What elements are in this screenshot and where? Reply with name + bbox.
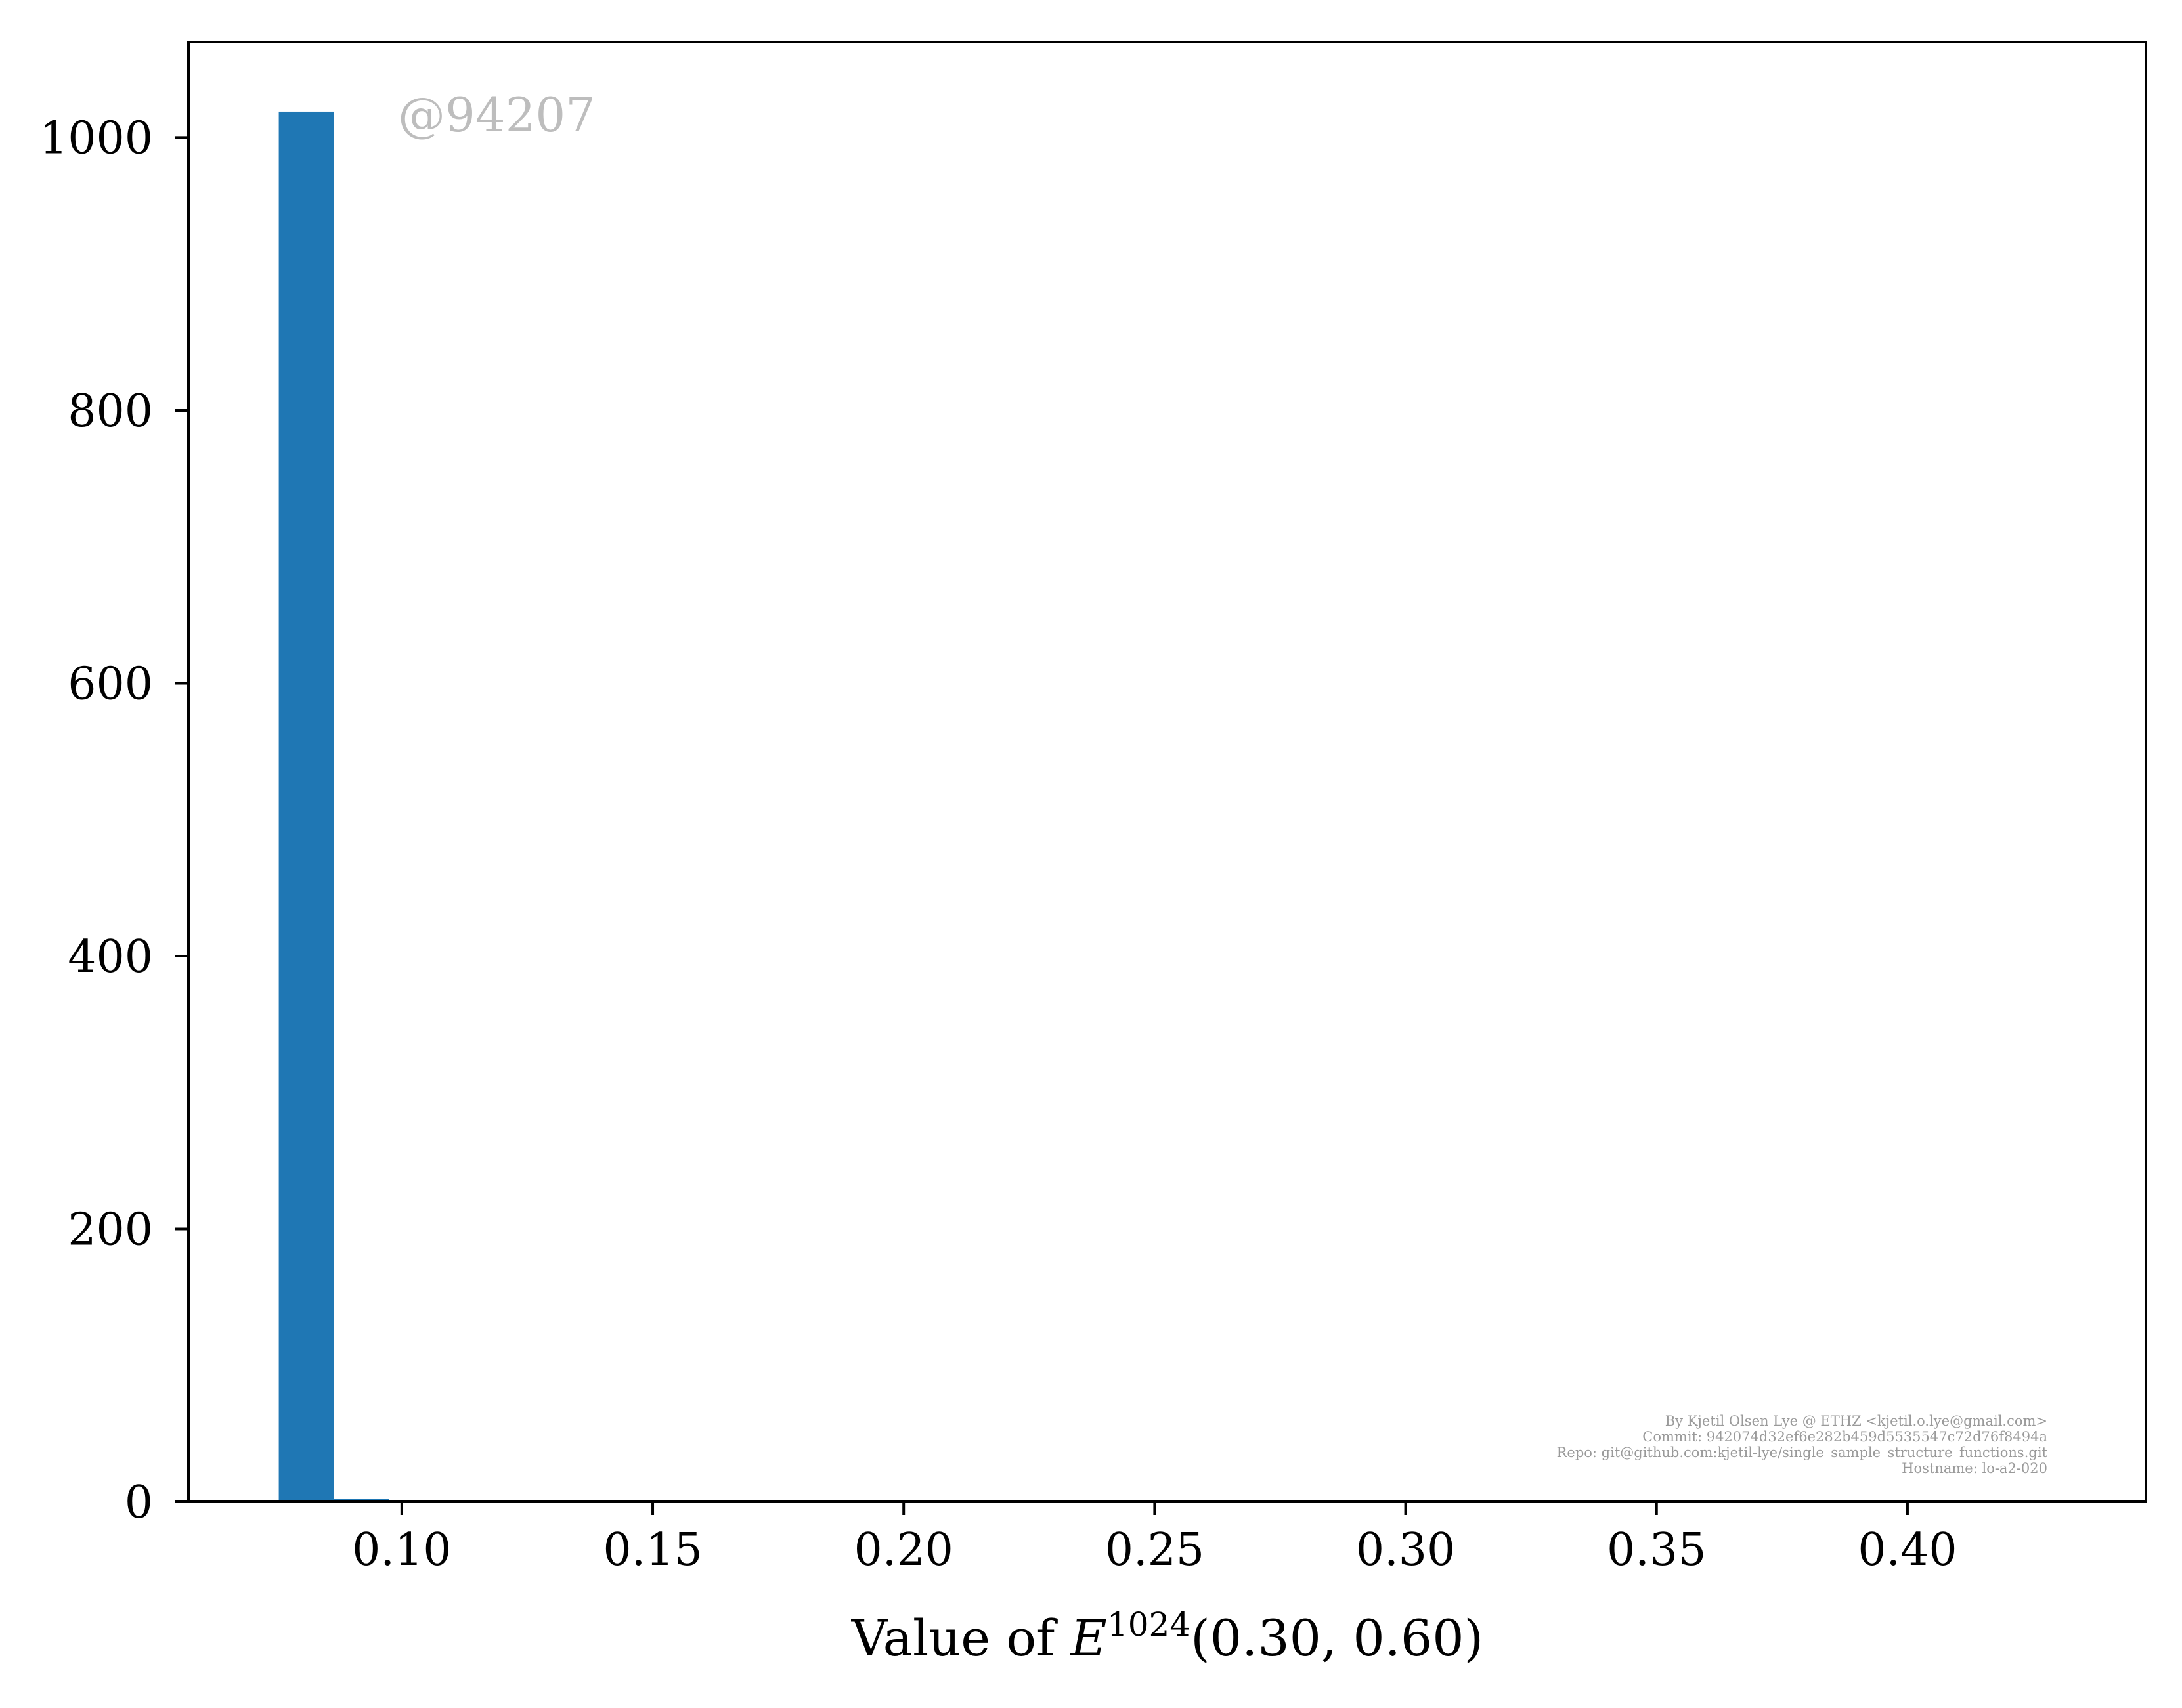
footer-line-repo: Repo: git@github.com:kjetil-lye/single_s… — [1557, 1445, 2048, 1460]
histogram-bar — [278, 111, 334, 1502]
plot-frame — [187, 41, 2147, 1503]
x-tick-label: 0.10 — [352, 1524, 451, 1576]
x-tick-label: 0.30 — [1356, 1524, 1455, 1576]
x-axis-ticks: 0.10 0.15 0.20 0.25 0.30 0.35 0.40 — [352, 1502, 1957, 1576]
x-tick-label: 0.40 — [1858, 1524, 1957, 1576]
x-tick-label: 0.25 — [1105, 1524, 1204, 1576]
footer-line-author: By Kjetil Olsen Lye @ ETHZ <kjetil.o.lye… — [1665, 1413, 2047, 1429]
x-axis-label-suffix: (0.30, 0.60) — [1190, 1609, 1483, 1667]
y-tick-label: 1000 — [39, 112, 153, 164]
y-tick-label: 400 — [68, 931, 153, 983]
y-axis-ticks: 0 200 400 600 800 1000 — [39, 112, 188, 1529]
x-tick-label: 0.35 — [1607, 1524, 1706, 1576]
y-tick-label: 200 — [68, 1204, 153, 1256]
x-axis-label-prefix: Value of — [851, 1609, 1071, 1667]
footer-metadata: By Kjetil Olsen Lye @ ETHZ <kjetil.o.lye… — [1557, 1413, 2048, 1476]
footer-line-commit: Commit: 942074d32ef6e282b459d5535547c72d… — [1642, 1429, 2047, 1445]
y-tick-label: 600 — [68, 658, 153, 710]
histogram-bars — [278, 111, 389, 1502]
x-tick-label: 0.20 — [854, 1524, 953, 1576]
x-tick-label: 0.15 — [603, 1524, 702, 1576]
y-tick-label: 800 — [68, 385, 153, 437]
watermark-text: @94207 — [398, 87, 596, 142]
histogram-bar — [334, 1499, 389, 1502]
y-tick-label: 0 — [125, 1477, 153, 1529]
x-axis-label-symbol: E — [1069, 1609, 1106, 1667]
footer-line-hostname: Hostname: lo-a2-020 — [1902, 1460, 2047, 1476]
x-axis-label: Value of E1024(0.30, 0.60) — [851, 1606, 1483, 1667]
x-axis-label-superscript: 1024 — [1107, 1606, 1190, 1644]
